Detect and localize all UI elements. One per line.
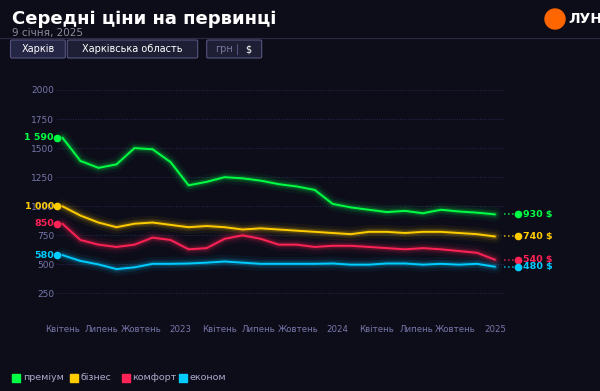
FancyBboxPatch shape: [67, 40, 198, 58]
Text: 740 $: 740 $: [523, 232, 553, 241]
Text: Середні ціни на первинці: Середні ціни на первинці: [12, 10, 277, 28]
Text: ЛУН: ЛУН: [568, 12, 600, 26]
Text: $: $: [245, 44, 252, 54]
Text: комфорт: комфорт: [133, 373, 177, 382]
Bar: [70, 374, 77, 382]
Bar: [121, 374, 130, 382]
Text: 580: 580: [34, 251, 54, 260]
Text: Харків: Харків: [21, 44, 55, 54]
FancyBboxPatch shape: [11, 40, 65, 58]
Text: економ: економ: [190, 373, 227, 382]
Text: Харківська область: Харківська область: [82, 44, 183, 54]
Text: 1 000: 1 000: [25, 202, 54, 211]
Text: 9 січня, 2025: 9 січня, 2025: [12, 28, 83, 38]
Text: грн: грн: [215, 44, 233, 54]
Bar: [179, 374, 187, 382]
Text: 850: 850: [34, 219, 54, 228]
Bar: [12, 374, 20, 382]
Text: 1 590: 1 590: [25, 133, 54, 142]
Text: 540 $: 540 $: [523, 255, 553, 264]
FancyBboxPatch shape: [206, 40, 262, 58]
Ellipse shape: [545, 9, 565, 29]
Text: 480 $: 480 $: [523, 262, 553, 271]
Text: бізнес: бізнес: [80, 373, 112, 382]
Text: 930 $: 930 $: [523, 210, 553, 219]
Text: преміум: преміум: [23, 373, 64, 382]
